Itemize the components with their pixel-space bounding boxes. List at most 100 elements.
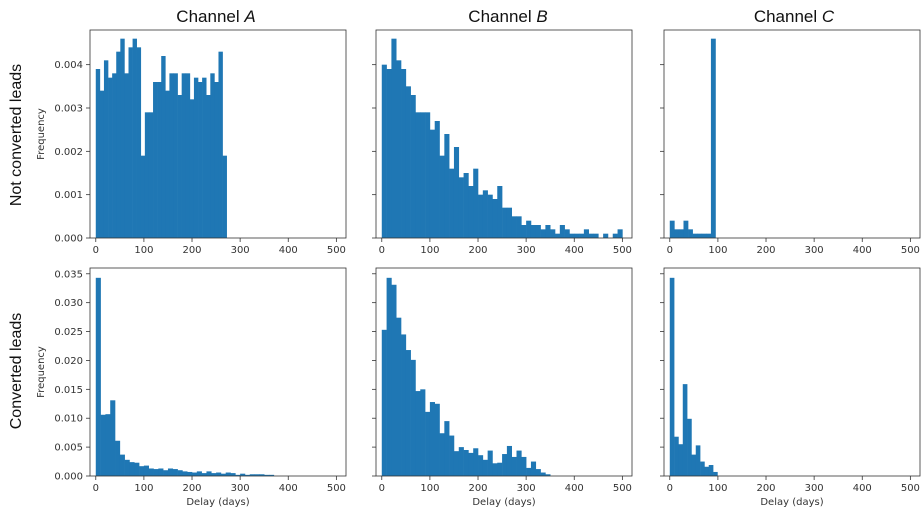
- histogram-bar: [492, 199, 498, 238]
- histogram-bar: [687, 418, 692, 476]
- y-tick-label: 0.025: [54, 327, 83, 338]
- histogram-bar: [569, 233, 575, 238]
- histogram-bar: [429, 402, 435, 476]
- histogram-bar: [163, 470, 169, 476]
- histogram-bar: [169, 73, 174, 238]
- x-tick-label: 100: [420, 483, 439, 494]
- histogram-bar: [674, 229, 680, 238]
- histogram-bar: [143, 465, 149, 476]
- histogram-bar: [683, 220, 689, 238]
- histogram-bar: [172, 469, 178, 476]
- histogram-bar: [401, 69, 407, 238]
- histogram-bar: [99, 90, 105, 238]
- histogram-bar: [482, 459, 488, 476]
- histogram-bar: [497, 186, 503, 238]
- histogram-bar: [410, 95, 416, 238]
- histogram-bar: [439, 155, 445, 238]
- histogram-bar: [182, 471, 188, 476]
- histogram-bar: [669, 277, 675, 476]
- axes-frame: [375, 267, 633, 477]
- panel-converted-A: 0 100 200 300 400 500 0.000 0.005 0.010 0.015 0.02…: [36, 267, 347, 508]
- histogram-bar: [112, 73, 117, 238]
- histogram-bar: [134, 462, 140, 476]
- histogram-bar: [108, 77, 113, 238]
- histogram-bar: [516, 450, 522, 476]
- y-tick-label: 0.001: [54, 190, 83, 201]
- histogram-bar: [706, 233, 712, 238]
- axes-frame: [375, 29, 633, 239]
- x-axis-label: Delay (days): [472, 497, 535, 508]
- x-tick-label: 400: [565, 483, 584, 494]
- histogram-bar: [119, 454, 125, 476]
- histogram-bar: [692, 233, 698, 238]
- histogram-bar: [189, 99, 195, 238]
- histogram-bar: [259, 474, 265, 476]
- y-tick-label: 0.020: [54, 356, 83, 367]
- histogram-bar: [420, 389, 426, 476]
- histogram-bar: [583, 229, 589, 238]
- histogram-bar: [187, 471, 193, 476]
- histogram-bar: [444, 421, 450, 476]
- histogram-bar: [713, 471, 718, 476]
- column-title-letter: C: [822, 7, 835, 26]
- histogram-bar: [386, 69, 392, 238]
- histogram-bar: [453, 451, 460, 476]
- histogram-bar: [540, 229, 546, 238]
- histogram-bar: [463, 173, 469, 238]
- histogram-bar: [405, 86, 411, 238]
- histogram-bar: [478, 455, 484, 476]
- y-tick-label: 0.010: [54, 414, 83, 425]
- histogram-bar: [173, 73, 178, 238]
- histogram-bar: [124, 73, 129, 238]
- column-title-channel-c: Channel C: [754, 7, 835, 26]
- histogram-bar: [110, 400, 116, 476]
- axes-frame: [663, 29, 921, 239]
- y-tick-label: 0.005: [54, 443, 83, 454]
- histogram-bar: [396, 60, 402, 238]
- histogram-bar: [244, 474, 251, 476]
- x-tick-label: 300: [517, 245, 536, 256]
- histogram-bar: [704, 466, 710, 476]
- histogram-bar: [157, 82, 162, 238]
- histogram-bar: [140, 155, 146, 238]
- x-tick-label: 200: [182, 483, 201, 494]
- histogram-bar: [691, 454, 697, 476]
- y-axis-label: Frequency: [36, 346, 47, 398]
- histogram-bar: [521, 456, 527, 476]
- histogram-bar: [386, 277, 392, 476]
- x-tick-label: 200: [182, 245, 201, 256]
- panel-not-converted-B: 0 100 200 300 400 500: [372, 29, 633, 256]
- histogram-bar: [124, 459, 130, 476]
- x-tick-label: 200: [756, 245, 775, 256]
- histogram-bar: [439, 433, 445, 476]
- histogram-bar: [139, 466, 145, 476]
- histogram-bar: [153, 82, 158, 238]
- column-title-letter: A: [243, 7, 255, 26]
- histogram-bar: [678, 444, 684, 476]
- histogram-bar: [506, 207, 512, 238]
- histogram-bar: [449, 168, 455, 238]
- histogram-bar: [564, 229, 570, 238]
- histogram-bar: [391, 38, 397, 238]
- histogram-bar: [95, 277, 101, 476]
- x-tick-label: 100: [134, 483, 153, 494]
- panel-not-converted-C: 0 100 200 300 400 500: [660, 29, 921, 256]
- histogram-bar: [458, 447, 464, 476]
- y-tick-label: 0.015: [54, 385, 83, 396]
- histogram-bar: [453, 147, 460, 238]
- histogram-bar: [697, 233, 703, 238]
- x-tick-label: 400: [279, 245, 298, 256]
- histogram-bar: [206, 471, 212, 476]
- histogram-bar: [710, 38, 716, 238]
- histogram-bar: [473, 448, 479, 476]
- histogram-bar: [198, 82, 203, 238]
- x-tick-label: 300: [517, 483, 536, 494]
- histogram-bar: [420, 112, 426, 238]
- histogram-bar: [240, 473, 246, 476]
- y-tick-label: 0.004: [54, 60, 83, 71]
- x-tick-label: 500: [901, 483, 920, 494]
- histogram-bar: [161, 56, 166, 238]
- x-tick-label: 200: [756, 483, 775, 494]
- histogram-bar: [506, 445, 512, 476]
- histogram-bar: [415, 391, 421, 476]
